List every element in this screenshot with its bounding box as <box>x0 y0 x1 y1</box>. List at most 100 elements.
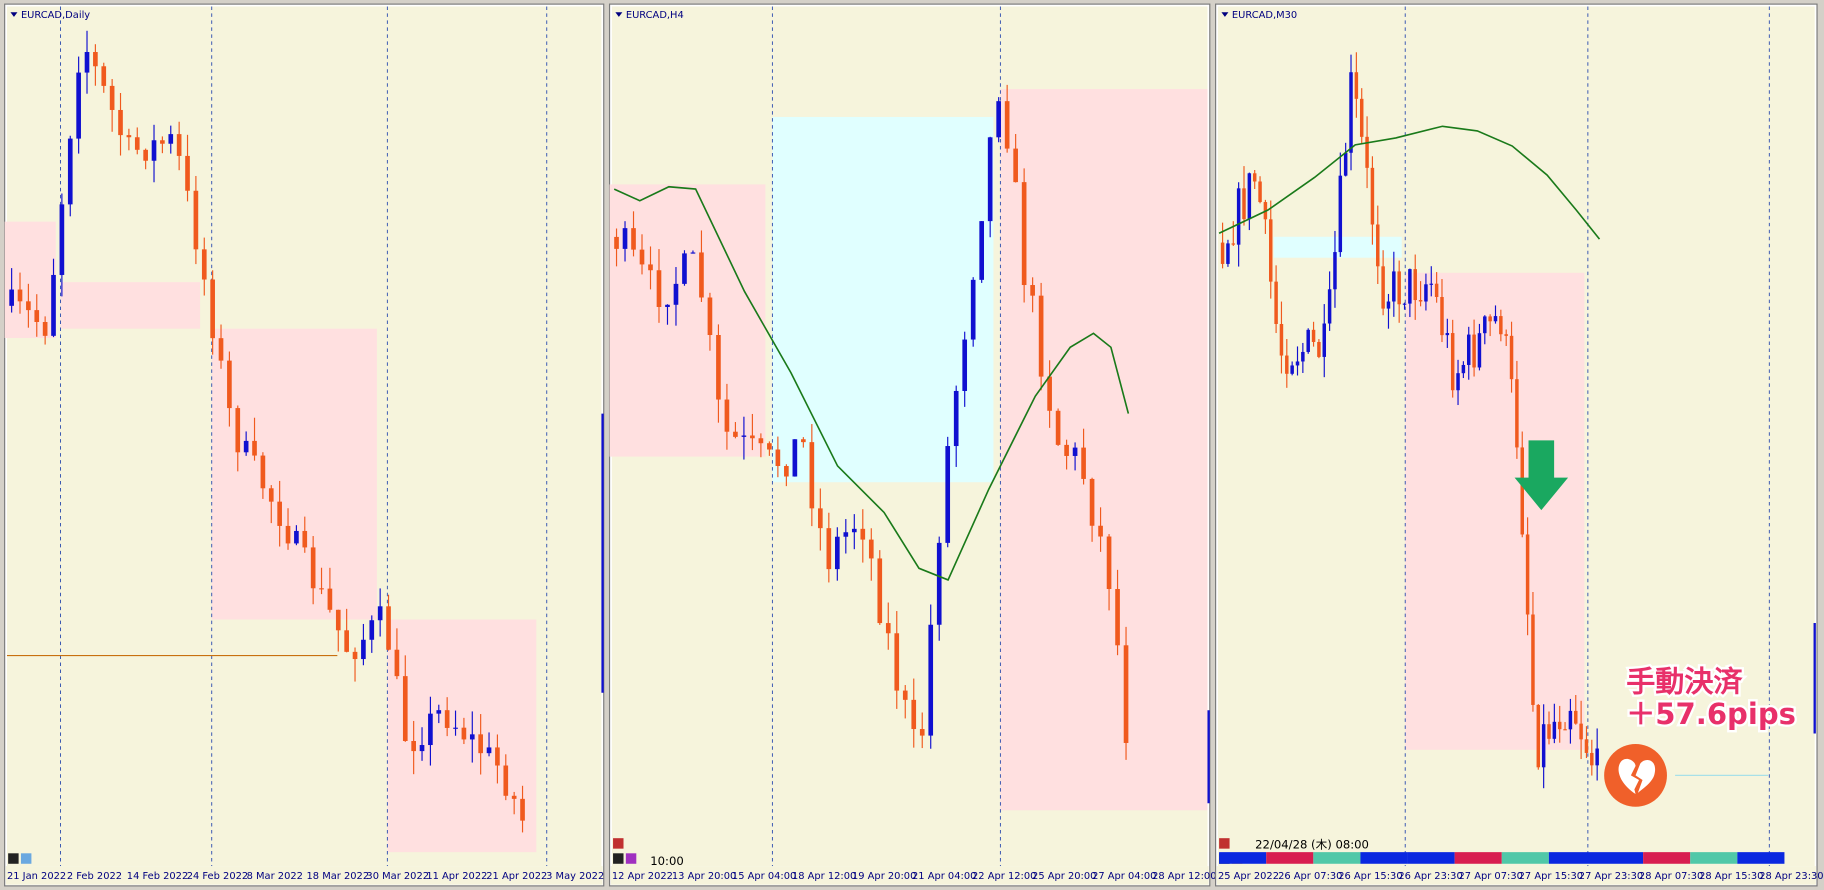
panel-title: EURCAD,Daily <box>21 10 90 21</box>
axis-strip <box>610 866 1209 885</box>
candle-body <box>970 279 976 340</box>
candle-body <box>936 542 942 625</box>
candle-body <box>394 649 400 677</box>
candle-body <box>453 727 458 729</box>
candle-body <box>1047 376 1052 411</box>
candle-body <box>1493 316 1498 322</box>
candle-body <box>1301 351 1305 362</box>
candle-body <box>1285 355 1289 374</box>
candle-body <box>801 439 806 443</box>
candle-body <box>1552 721 1557 739</box>
candle-body <box>1595 748 1599 766</box>
candle-body <box>109 85 115 110</box>
candle-body <box>1359 98 1364 137</box>
candle-body <box>1306 329 1310 352</box>
candle-body <box>894 633 900 691</box>
candle-body <box>168 134 174 144</box>
candle-body <box>631 228 636 250</box>
candle-body <box>665 304 670 307</box>
date-label: 22 Apr 12:00 <box>972 871 1036 882</box>
candle-body <box>319 588 324 590</box>
date-label: 11 Apr 2022 <box>426 871 487 882</box>
session-block <box>1313 852 1361 864</box>
candle-body <box>118 109 123 136</box>
candle-body <box>1055 410 1061 445</box>
candle-body <box>792 439 798 477</box>
candle-body <box>1030 285 1035 296</box>
axis-strip <box>5 866 603 885</box>
candle-body <box>252 440 257 456</box>
candle-body <box>1004 101 1010 149</box>
candle-body <box>1349 72 1353 153</box>
session-block <box>1266 852 1314 864</box>
menu-arrow <box>10 12 18 17</box>
date-label: 24 Feb 2022 <box>187 871 248 882</box>
candle-body <box>1440 296 1444 336</box>
candle-body <box>690 252 696 254</box>
candle-body <box>834 536 840 570</box>
candle-body <box>1220 242 1225 264</box>
candle-body <box>1226 243 1230 264</box>
candle-body <box>1115 588 1120 646</box>
candle-body <box>495 747 500 766</box>
candle-body <box>9 289 14 306</box>
date-label: 27 Apr 23:30 <box>1579 871 1643 882</box>
candle-body <box>1536 704 1541 768</box>
candle-body <box>294 530 299 544</box>
candle-body <box>877 558 883 624</box>
candle-body <box>1483 316 1487 334</box>
candle-body <box>1317 341 1321 357</box>
candle-body <box>176 134 182 156</box>
menu-arrow <box>1221 12 1229 17</box>
tool-icon <box>1219 838 1230 849</box>
annotation: ＋57.6pips <box>1626 697 1796 731</box>
candle-body <box>945 446 951 543</box>
candle-body <box>1472 334 1476 368</box>
candle-body <box>59 204 65 275</box>
candle-body <box>1499 316 1503 335</box>
candle-body <box>987 137 993 222</box>
candle-body <box>1488 316 1492 322</box>
date-label: 28 Apr 07:30 <box>1639 871 1703 882</box>
candle-body <box>1269 219 1273 282</box>
date-label: 12 Apr 2022 <box>612 871 673 882</box>
candle-body <box>1402 303 1407 305</box>
zone-box <box>1405 272 1585 750</box>
candle-body <box>93 52 98 67</box>
date-label: 15 Apr 04:00 <box>732 871 796 882</box>
candle-body <box>1274 281 1278 325</box>
date-label: 26 Apr 07:30 <box>1278 871 1342 882</box>
candle-body <box>1413 269 1417 301</box>
candle-body <box>310 547 316 589</box>
candle-body <box>335 609 341 631</box>
candle-body <box>928 624 934 736</box>
candle-body <box>1236 188 1241 245</box>
candle-body <box>851 528 857 533</box>
candle-body <box>1461 364 1466 374</box>
candle-body <box>327 588 333 610</box>
candle-body <box>302 530 308 548</box>
date-label: 21 Apr 04:00 <box>912 871 976 882</box>
candle-body <box>911 699 917 730</box>
candle-body <box>1354 72 1359 99</box>
zone-box <box>60 282 201 329</box>
candle-body <box>1013 148 1018 183</box>
candle-body <box>1547 724 1551 739</box>
tool-icon <box>613 853 624 864</box>
candle-body <box>1081 447 1086 479</box>
candle-body <box>402 676 408 742</box>
date-label: 25 Apr 2022 <box>1218 871 1279 882</box>
date-label: 18 Mar 2022 <box>307 871 370 882</box>
candle-body <box>227 360 232 409</box>
candle-body <box>639 249 645 265</box>
candle-body <box>1343 152 1348 176</box>
candle-body <box>185 155 190 191</box>
candle-body <box>369 620 375 640</box>
candle-body <box>1072 447 1078 456</box>
candle-body <box>1568 710 1573 730</box>
candle-body <box>750 435 755 439</box>
panel-title: EURCAD,H4 <box>626 10 684 21</box>
session-block <box>1643 852 1691 864</box>
